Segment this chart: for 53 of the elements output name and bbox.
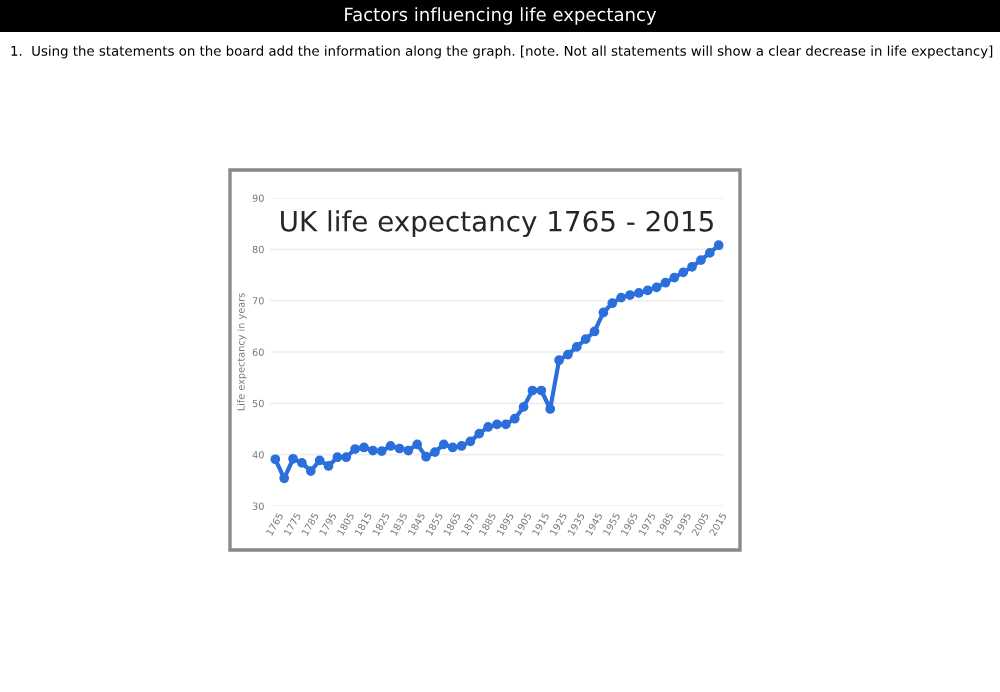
point [412,439,423,450]
point [376,446,387,456]
point [571,342,582,352]
point [297,458,307,468]
point [616,292,626,303]
point [625,290,635,300]
point [660,277,671,288]
point [465,436,476,447]
point [696,255,706,265]
point [651,282,662,293]
chart-title: UK life expectancy 1765 - 2015 [281,210,713,238]
point [518,402,529,412]
point [536,385,547,396]
point [607,298,618,309]
point [332,452,343,463]
point [678,267,689,278]
point [341,452,352,463]
point [527,385,538,396]
point [385,441,396,451]
point [305,466,316,476]
point [501,419,511,430]
point [279,473,290,484]
point [421,451,431,462]
point [509,413,520,424]
point [589,326,600,337]
point [323,461,334,471]
point [447,442,458,453]
point [403,445,414,456]
point [368,445,378,456]
point [430,447,440,457]
point [634,288,644,298]
point [545,404,556,414]
point [669,272,680,283]
point [314,455,325,466]
point [270,454,281,465]
point [359,442,369,453]
point [438,439,449,450]
point [394,443,405,454]
point [456,441,467,451]
point [492,419,502,430]
point [483,422,493,432]
point [598,307,609,318]
text: Factors influencing life expectancy [345,7,657,25]
point [288,453,298,464]
point [713,240,724,251]
point [704,248,715,258]
point [563,349,573,360]
point [350,444,360,454]
point [580,334,591,345]
point [474,428,485,439]
point [642,285,653,296]
point [687,261,697,272]
point [554,355,564,366]
